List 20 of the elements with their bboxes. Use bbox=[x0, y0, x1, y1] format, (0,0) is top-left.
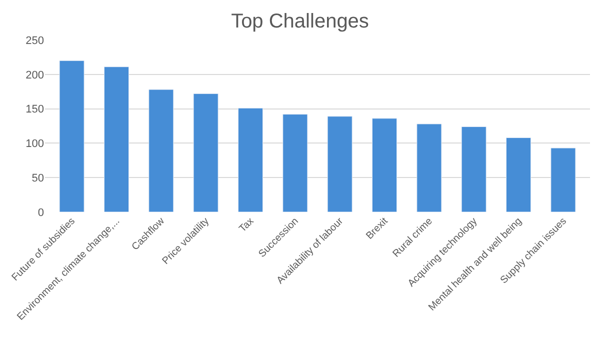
bar bbox=[506, 137, 532, 212]
bar bbox=[416, 124, 442, 212]
bar bbox=[238, 108, 264, 212]
y-tick-label: 0 bbox=[38, 206, 44, 219]
bar bbox=[59, 60, 84, 212]
y-tick-label: 50 bbox=[32, 172, 44, 184]
bar bbox=[372, 118, 398, 212]
y-tick-label: 250 bbox=[26, 34, 44, 47]
chart-title: Top Challenges bbox=[231, 10, 369, 33]
y-tick-label: 100 bbox=[26, 138, 44, 150]
bar bbox=[461, 126, 486, 212]
y-tick-label: 150 bbox=[26, 104, 44, 116]
x-tick-label: Tax bbox=[237, 216, 256, 235]
bar bbox=[193, 93, 218, 212]
y-tick-label: 200 bbox=[26, 69, 44, 82]
bar bbox=[104, 66, 130, 212]
bar bbox=[327, 116, 352, 212]
bar bbox=[550, 148, 576, 212]
bar bbox=[148, 89, 174, 212]
bar bbox=[282, 114, 308, 212]
